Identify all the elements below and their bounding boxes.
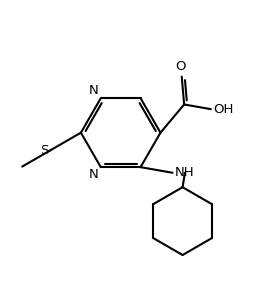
Text: O: O	[175, 60, 185, 73]
Text: N: N	[89, 168, 99, 181]
Text: N: N	[89, 84, 99, 97]
Text: S: S	[40, 144, 48, 157]
Text: NH: NH	[174, 166, 194, 179]
Text: OH: OH	[213, 103, 234, 116]
